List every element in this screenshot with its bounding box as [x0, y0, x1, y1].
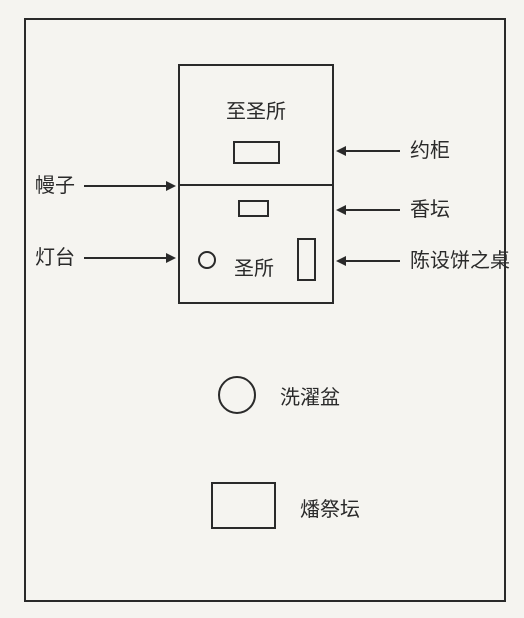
ark-callout-arrow [338, 150, 400, 152]
veil-divider [178, 184, 334, 186]
lampstand-callout-arrow [84, 257, 174, 259]
lampstand-callout-label: 灯台 [35, 248, 75, 268]
table-callout-label: 陈设饼之桌 [410, 251, 510, 271]
ark-callout-label: 约柜 [410, 141, 450, 161]
holy-place-label: 圣所 [234, 259, 274, 279]
incense-callout-label: 香坛 [410, 200, 450, 220]
ark-of-covenant [233, 141, 280, 164]
veil-callout-arrow [84, 185, 174, 187]
most-holy-place-label: 至圣所 [226, 102, 286, 122]
table-of-showbread [297, 238, 316, 281]
burnt-offering-altar-label: 燔祭坛 [300, 500, 360, 520]
lampstand [198, 251, 216, 269]
laver-label: 洗濯盆 [280, 388, 340, 408]
tabernacle-diagram: 至圣所 圣所 洗濯盆 燔祭坛 幔子 灯台 约柜 香坛 陈设饼之桌 [0, 0, 524, 618]
table-callout-arrow [338, 260, 400, 262]
laver [218, 376, 256, 414]
burnt-offering-altar [211, 482, 276, 529]
incense-callout-arrow [338, 209, 400, 211]
veil-callout-label: 幔子 [35, 176, 75, 196]
altar-of-incense [238, 200, 269, 217]
